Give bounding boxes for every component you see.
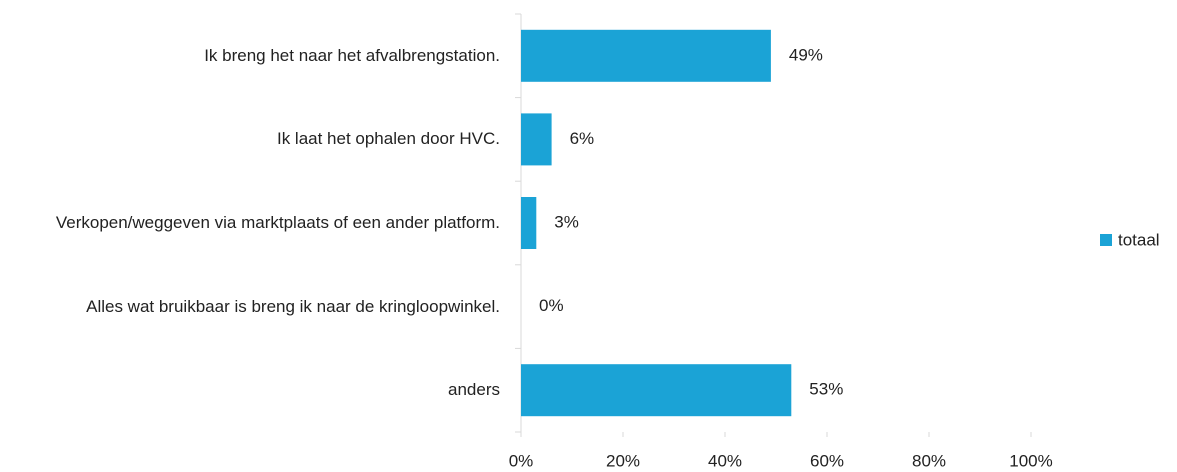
value-label: 53% — [809, 380, 843, 399]
bar — [521, 29, 771, 82]
value-label: 0% — [539, 296, 564, 315]
y-tick-label: anders — [448, 380, 500, 400]
x-tick-label: 60% — [810, 451, 844, 470]
value-label: 49% — [789, 45, 823, 64]
x-tick-label: 20% — [606, 451, 640, 470]
legend-swatch — [1100, 234, 1112, 246]
legend-label: totaal — [1118, 230, 1160, 249]
x-tick-label: 40% — [708, 451, 742, 470]
bar — [521, 197, 537, 249]
bar — [521, 364, 792, 417]
value-label: 3% — [554, 212, 579, 231]
value-label: 6% — [570, 129, 595, 148]
y-tick-label: Ik laat het ophalen door HVC. — [276, 129, 500, 149]
bar — [521, 113, 552, 166]
y-tick-label: Ik breng het naar het afvalbrengstation. — [204, 45, 500, 65]
y-tick-label: Alles wat bruikbaar is breng ik naar de … — [86, 296, 500, 316]
x-tick-label: 80% — [912, 451, 946, 470]
y-tick-label: Verkopen/weggeven via marktplaats of een… — [55, 213, 500, 232]
x-tick-label: 0% — [509, 451, 534, 470]
x-tick-label: 100% — [1009, 451, 1052, 470]
